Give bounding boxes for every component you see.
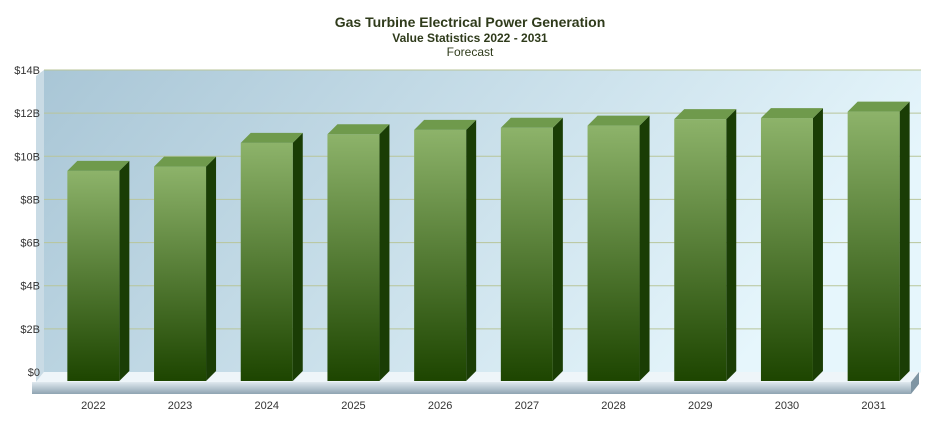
- bar-side: [639, 115, 650, 381]
- bar-front: [847, 111, 900, 381]
- y-tick-label: $12B: [14, 108, 40, 120]
- bar: [327, 124, 390, 381]
- x-tick-label: 2027: [515, 400, 539, 412]
- bar-cap: [67, 160, 130, 171]
- x-tick-label: 2030: [775, 400, 799, 412]
- y-tick-label: $2B: [20, 324, 40, 336]
- x-tick-label: 2031: [861, 400, 885, 412]
- bar-front: [587, 125, 640, 381]
- chart-titles: Gas Turbine Electrical Power Generation …: [0, 14, 940, 59]
- x-tick-label: 2024: [255, 400, 279, 412]
- y-tick-label: $10B: [14, 151, 40, 163]
- bar-cap: [760, 108, 823, 119]
- bar: [154, 156, 217, 381]
- bar-side: [812, 108, 823, 382]
- bar: [414, 119, 477, 381]
- x-tick-label: 2023: [168, 400, 192, 412]
- bar-side: [292, 132, 303, 381]
- bar-side: [726, 109, 737, 382]
- bar-front: [154, 166, 207, 381]
- bar-front: [674, 119, 727, 382]
- bar-side: [119, 160, 130, 381]
- chart-subtitle: Value Statistics 2022 - 2031: [392, 31, 548, 45]
- bar-cap: [847, 101, 910, 112]
- bar: [500, 117, 563, 382]
- y-tick-label: $4B: [20, 281, 40, 293]
- bar: [587, 115, 650, 381]
- bar: [760, 108, 823, 382]
- bar-front: [327, 134, 380, 381]
- bar-front: [67, 170, 120, 381]
- bar-cap: [154, 156, 217, 167]
- y-tick-label: $14B: [14, 65, 40, 77]
- bar-cap: [414, 119, 477, 130]
- bar-cap: [674, 109, 737, 120]
- x-tick-label: 2028: [601, 400, 625, 412]
- y-tick-label: $6B: [20, 238, 40, 250]
- chart-title: Gas Turbine Electrical Power Generation: [334, 14, 606, 30]
- y-tick-label: $8B: [20, 194, 40, 206]
- x-tick-label: 2025: [341, 400, 365, 412]
- bar: [240, 132, 303, 381]
- bar-front: [760, 118, 813, 382]
- x-tick-label: 2026: [428, 400, 452, 412]
- bar: [67, 160, 130, 381]
- x-tick-label: 2029: [688, 400, 712, 412]
- x-tick-label: 2022: [81, 400, 105, 412]
- bar-cap: [500, 117, 563, 128]
- bar-cap: [327, 124, 390, 135]
- chart-note: Forecast: [446, 45, 494, 59]
- floor-front: [32, 382, 911, 394]
- bar: [847, 101, 910, 381]
- bar-side: [899, 101, 910, 381]
- bar-front: [240, 142, 293, 381]
- bar-side: [379, 124, 390, 381]
- bar-side: [552, 117, 563, 382]
- bar-front: [414, 129, 467, 381]
- bar-front: [500, 127, 553, 382]
- bar-side: [206, 156, 217, 381]
- y-tick-label: $0: [28, 367, 40, 379]
- floor-side: [911, 372, 919, 394]
- bar: [674, 109, 737, 382]
- bar-cap: [587, 115, 650, 126]
- plot-left-wall: [36, 70, 44, 382]
- bar-side: [466, 119, 477, 381]
- bar-cap: [240, 132, 303, 143]
